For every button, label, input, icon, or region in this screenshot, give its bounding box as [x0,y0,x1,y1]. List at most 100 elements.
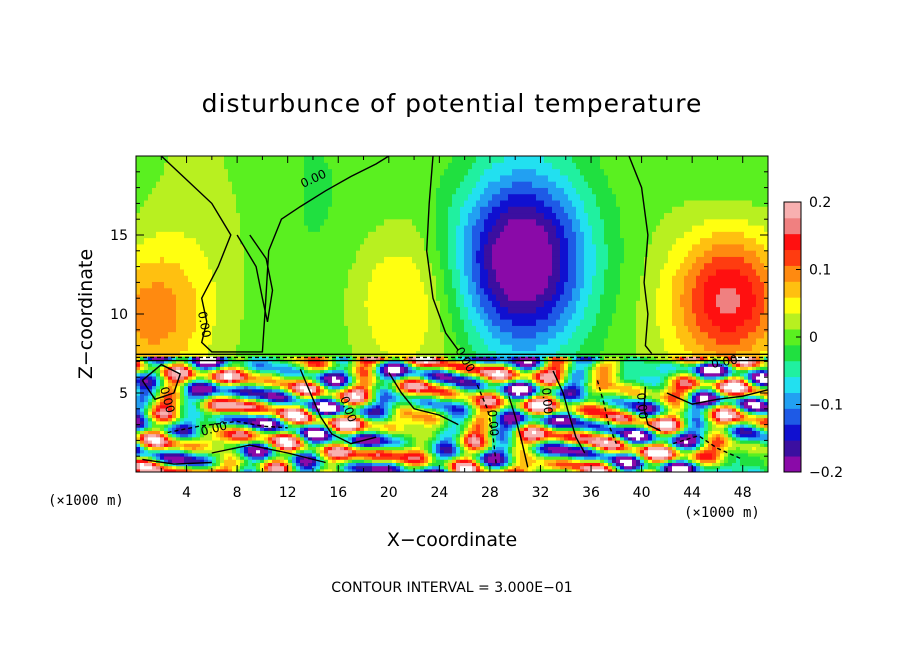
heatmap-cell [388,325,393,333]
heatmap-cell [296,181,301,188]
heatmap-cell [540,300,545,308]
heatmap-cell [704,224,709,232]
heatmap-cell [604,199,609,207]
heatmap-cell [332,243,337,251]
heatmap-cell [744,287,749,295]
heatmap-cell [236,243,241,251]
heatmap-cell [736,300,741,308]
heatmap-cell [264,218,269,226]
heatmap-cell [656,337,661,345]
heatmap-cell [208,199,213,207]
heatmap-cell [244,187,249,195]
heatmap-cell [196,243,201,251]
heatmap-cell [488,162,493,170]
heatmap-cell [444,300,449,308]
heatmap-cell [368,337,373,345]
heatmap-cell [628,300,633,308]
heatmap-cell [264,237,269,245]
heatmap-cell [512,187,517,195]
heatmap-cell [560,224,565,232]
heatmap-cell [472,319,477,326]
heatmap-cell [664,275,669,283]
heatmap-cell [724,306,729,314]
heatmap-cell [136,344,141,351]
heatmap-cell [232,256,237,264]
heatmap-cell [340,256,345,264]
heatmap-cell [744,174,749,182]
heatmap-cell [204,212,209,220]
heatmap-cell [544,300,549,308]
heatmap-cell [400,337,405,345]
heatmap-cell [552,306,557,314]
heatmap-cell [320,181,325,188]
heatmap-cell [692,224,697,232]
heatmap-cell [232,231,237,239]
heatmap-cell [700,331,705,339]
heatmap-cell [136,193,141,201]
heatmap-cell [144,319,149,326]
heatmap-cell [708,156,713,163]
heatmap-cell [240,306,245,314]
heatmap-cell [540,268,545,276]
heatmap-cell [364,174,369,182]
heatmap-cell [500,187,505,195]
heatmap-cell [488,344,493,351]
heatmap-cell [728,237,733,245]
heatmap-cell [172,268,177,276]
heatmap-cell [528,268,533,276]
heatmap-cell [276,300,281,308]
heatmap-cell [388,344,393,351]
heatmap-cell [452,331,457,339]
heatmap-cell [360,237,365,245]
heatmap-cell [556,331,561,339]
heatmap-cell [372,250,377,257]
heatmap-cell [264,337,269,345]
heatmap-cell [536,312,541,320]
heatmap-cell [616,218,621,226]
heatmap-cell [312,325,317,333]
heatmap-cell [636,187,641,195]
heatmap-cell [448,243,453,251]
heatmap-cell [232,218,237,226]
heatmap-cell [212,250,217,257]
heatmap-cell [740,199,745,207]
heatmap-cell [300,174,305,182]
heatmap-cell [168,243,173,251]
heatmap-cell [388,174,393,182]
heatmap-cell [192,256,197,264]
heatmap-cell [672,319,677,326]
heatmap-cell [168,287,173,295]
heatmap-cell [616,237,621,245]
heatmap-cell [580,250,585,257]
heatmap-cell [220,306,225,314]
heatmap-cell [264,168,269,176]
heatmap-cell [668,187,673,195]
heatmap-cell [256,162,261,170]
heatmap-cell [664,224,669,232]
heatmap-cell [216,256,221,264]
heatmap-cell [208,231,213,239]
heatmap-cell [672,237,677,245]
heatmap-cell [304,231,309,239]
heatmap-cell [704,181,709,188]
heatmap-cell [164,187,169,195]
heatmap-cell [432,181,437,188]
heatmap-cell [136,293,141,301]
heatmap-cell [372,287,377,295]
heatmap-cell [544,287,549,295]
heatmap-cell [512,262,517,270]
heatmap-cell [312,231,317,239]
heatmap-cell [572,300,577,308]
heatmap-cell [468,300,473,308]
heatmap-cell [512,256,517,264]
heatmap-cell [660,212,665,220]
heatmap-cell [756,319,761,326]
heatmap-cell [740,306,745,314]
heatmap-cell [320,174,325,182]
heatmap-cell [732,243,737,251]
heatmap-cell [596,319,601,326]
heatmap-cell [468,193,473,201]
heatmap-cell [456,293,461,301]
heatmap-cell [748,306,753,314]
heatmap-cell [692,218,697,226]
